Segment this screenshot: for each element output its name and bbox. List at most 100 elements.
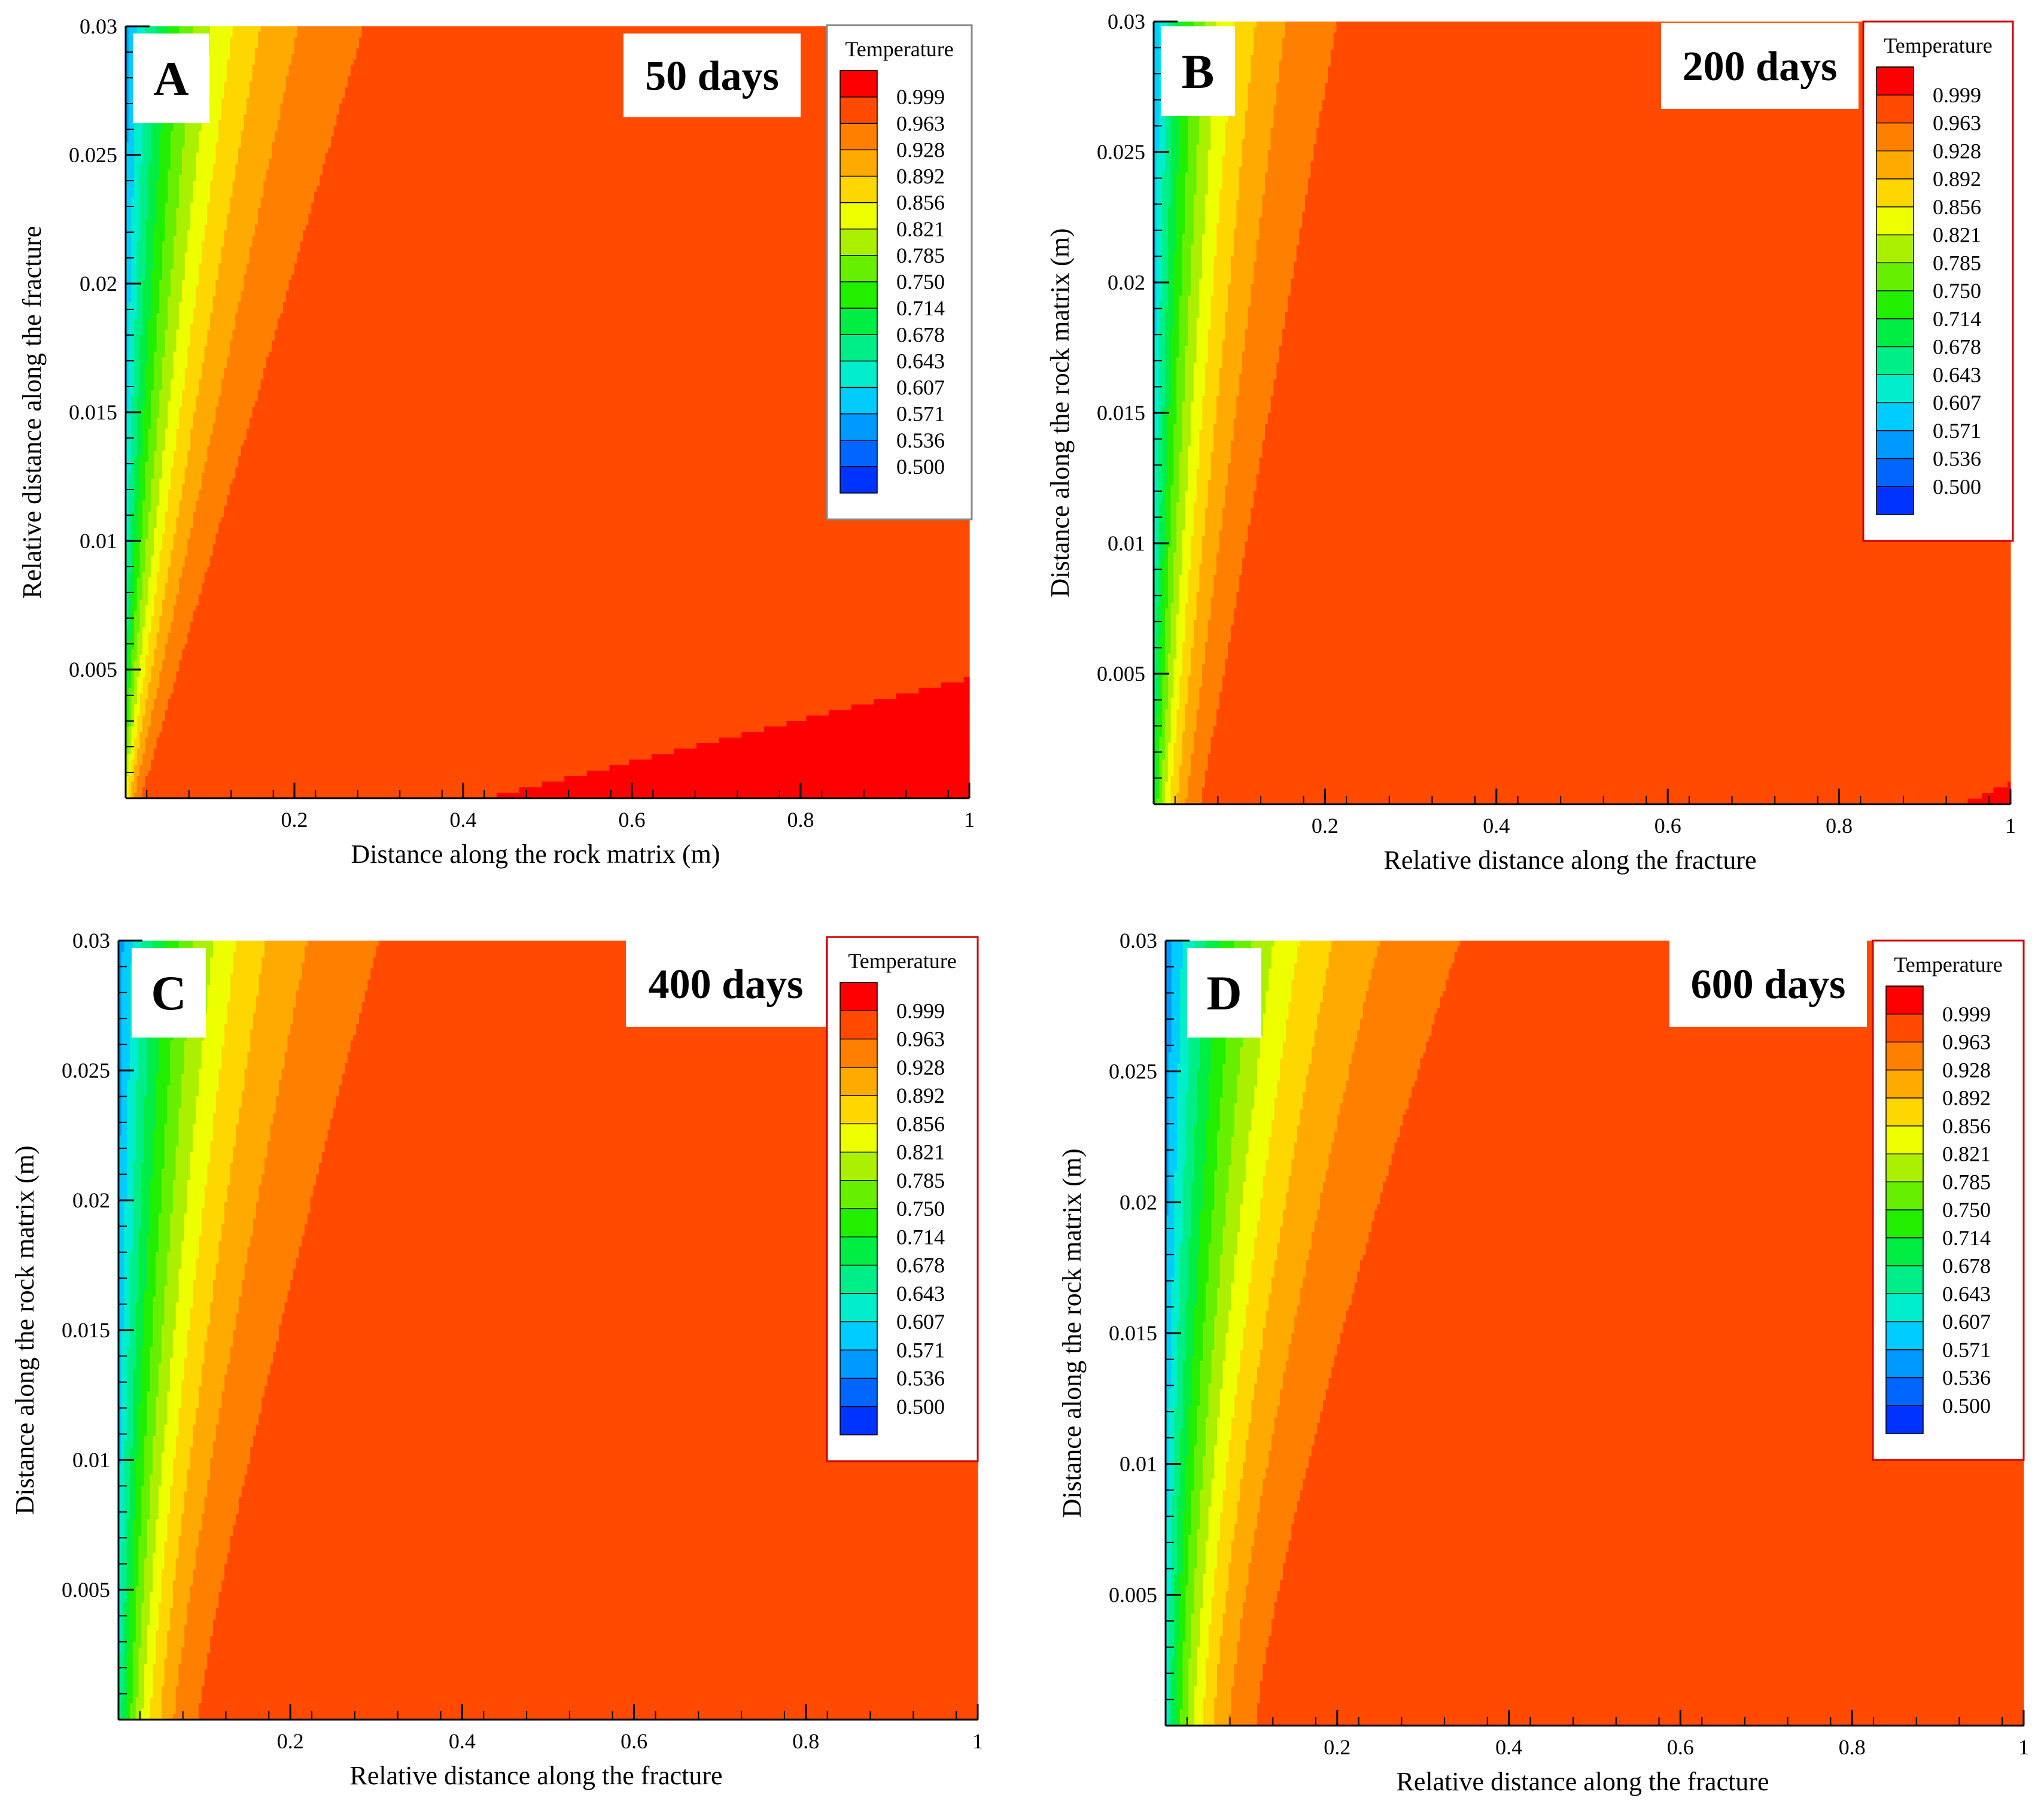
contour-band-segment	[1156, 178, 1163, 184]
contour-band-segment	[1188, 592, 1197, 598]
contour-band-segment	[1167, 547, 1177, 553]
contour-band-segment	[1182, 659, 1191, 665]
contour-band-segment	[118, 1697, 122, 1703]
contour-band-segment	[162, 357, 174, 363]
legend-level-label: 0.607	[896, 376, 945, 400]
contour-band-segment	[1159, 513, 1166, 520]
contour-band-segment	[147, 1541, 156, 1548]
contour-band-segment	[139, 335, 149, 341]
contour-band-segment	[127, 1653, 133, 1659]
legend-level-label: 0.643	[896, 349, 945, 373]
contour-band-segment	[1154, 139, 1160, 145]
contour-band-segment	[1204, 659, 1225, 665]
contour-band-segment	[305, 224, 970, 231]
contour-band-segment	[1185, 502, 1194, 509]
contour-band-segment	[1173, 597, 1180, 604]
x-tick-label: 0.6	[1654, 814, 1681, 838]
contour-band-segment	[164, 1435, 177, 1442]
contour-band-segment	[1154, 172, 1157, 179]
contour-band-segment	[121, 1057, 130, 1064]
contour-band-segment	[261, 1179, 317, 1186]
contour-band-segment	[170, 1369, 185, 1375]
contour-band-segment	[1213, 284, 1228, 290]
contour-band-segment	[215, 412, 253, 418]
contour-band-segment	[130, 1592, 136, 1598]
contour-band-segment	[127, 1413, 133, 1420]
contour-band-segment	[1176, 536, 1183, 542]
contour-band-segment	[118, 1252, 125, 1258]
contour-band-segment	[1259, 228, 1300, 235]
contour-band-segment	[1165, 653, 1169, 659]
contour-band-segment	[215, 279, 244, 286]
contour-band-segment	[1159, 396, 1166, 402]
contour-band-segment	[124, 1441, 133, 1447]
contour-band-segment	[1154, 290, 1157, 296]
contour-band-segment	[1182, 530, 1194, 537]
contour-band-segment	[128, 533, 132, 540]
contour-band-segment	[1210, 306, 1228, 313]
contour-band-segment	[127, 1430, 133, 1437]
contour-band-segment	[193, 1575, 225, 1581]
contour-band-segment	[141, 1207, 151, 1214]
contour-band-segment	[1167, 457, 1174, 464]
contour-band-segment	[118, 1108, 122, 1114]
contour-band-segment	[130, 1703, 136, 1709]
contour-band-segment	[1267, 161, 1312, 168]
contour-band-segment	[126, 37, 129, 44]
contour-band-segment	[1173, 753, 1183, 760]
contour-band-segment	[1170, 631, 1177, 637]
contour-band-segment	[1196, 592, 1214, 598]
contour-band-segment	[287, 1041, 351, 1047]
contour-band-segment	[210, 191, 233, 198]
contour-band-segment	[221, 258, 250, 264]
contour-band-segment	[156, 1258, 168, 1264]
contour-band-segment	[144, 1157, 154, 1164]
contour-band-segment	[356, 1024, 978, 1030]
contour-band-segment	[134, 467, 141, 473]
contour-band-segment	[145, 247, 154, 253]
contour-band-segment	[1204, 530, 1220, 537]
contour-band-segment	[172, 1352, 188, 1359]
contour-band-segment	[136, 511, 143, 518]
contour-band-segment	[249, 87, 287, 93]
contour-band-segment	[1245, 340, 1283, 346]
contour-band-segment	[230, 996, 257, 1002]
contour-band-segment	[1159, 379, 1166, 385]
contour-band-segment	[118, 1614, 122, 1620]
contour-band-segment	[142, 577, 149, 584]
contour-band-segment	[204, 1352, 231, 1359]
contour-band-segment	[131, 732, 138, 738]
contour-band-segment	[284, 1052, 348, 1058]
legend-level-label: 0.714	[896, 296, 945, 320]
contour-band-segment	[118, 1608, 122, 1614]
contour-band-segment	[224, 241, 253, 248]
contour-band-segment	[165, 335, 177, 341]
legend-swatch	[840, 334, 877, 361]
contour-band-segment	[121, 1441, 125, 1447]
contour-band-segment	[320, 181, 970, 187]
x-tick-label: 0.8	[1826, 814, 1853, 838]
contour-band-segment	[159, 1224, 171, 1231]
contour-band-segment	[224, 92, 250, 99]
contour-band-segment	[224, 506, 970, 512]
contour-band-segment	[1159, 524, 1166, 531]
contour-band-segment	[1154, 692, 1157, 698]
contour-band-segment	[1173, 440, 1183, 447]
contour-band-segment	[1162, 787, 1166, 793]
contour-band-segment	[204, 1680, 978, 1687]
contour-band-segment	[1182, 278, 1191, 285]
contour-band-segment	[141, 1525, 148, 1531]
contour-band-segment	[190, 1464, 211, 1470]
contour-band-segment	[1245, 541, 2011, 547]
contour-band-segment	[159, 1035, 174, 1041]
contour-band-segment	[128, 759, 132, 766]
contour-band-segment	[1219, 217, 1237, 223]
contour-band-segment	[227, 1553, 978, 1559]
contour-band-segment	[159, 412, 169, 418]
contour-band-segment	[1256, 22, 1286, 28]
contour-band-segment	[159, 483, 171, 490]
contour-band-segment	[136, 506, 143, 512]
contour-band-segment	[1162, 676, 1169, 682]
contour-band-segment	[1167, 446, 1174, 452]
contour-band-segment	[215, 1263, 245, 1270]
